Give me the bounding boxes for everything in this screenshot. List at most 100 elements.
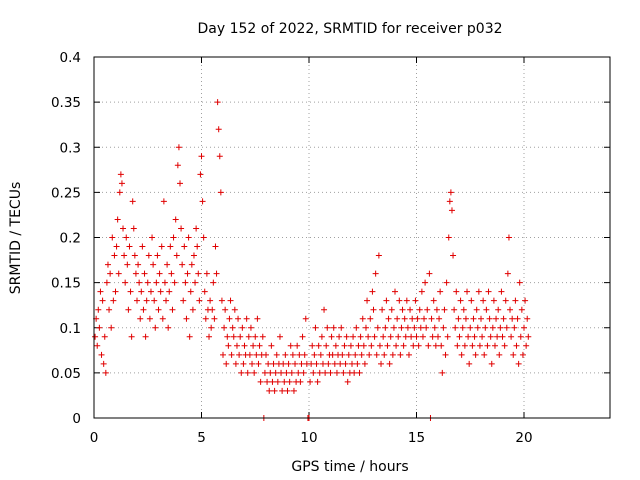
data-point — [140, 306, 147, 313]
data-point — [92, 333, 99, 340]
data-point — [164, 261, 171, 268]
data-point — [113, 243, 120, 250]
data-point — [489, 324, 496, 331]
data-point — [316, 369, 323, 376]
data-point — [399, 306, 406, 313]
data-point — [361, 360, 368, 367]
x-tick-label: 5 — [197, 430, 206, 446]
data-point — [448, 207, 455, 214]
data-point — [364, 297, 371, 304]
data-point — [132, 270, 139, 277]
data-point — [290, 387, 297, 394]
data-point — [500, 315, 507, 322]
data-point — [402, 333, 409, 340]
data-point — [297, 378, 304, 385]
data-point — [231, 306, 238, 313]
data-point — [476, 342, 483, 349]
data-point — [244, 369, 251, 376]
data-point — [280, 360, 287, 367]
data-point — [321, 306, 328, 313]
data-point — [450, 252, 457, 259]
data-point — [289, 351, 296, 358]
data-point — [223, 360, 230, 367]
data-point — [445, 234, 452, 241]
data-point — [395, 333, 402, 340]
data-point — [485, 288, 492, 295]
data-point — [512, 297, 519, 304]
data-point — [472, 351, 479, 358]
data-point — [274, 378, 281, 385]
data-point — [183, 315, 190, 322]
data-point — [503, 324, 510, 331]
data-point — [510, 351, 517, 358]
data-point — [457, 297, 464, 304]
data-point — [490, 297, 497, 304]
data-point — [268, 342, 275, 349]
data-point — [385, 315, 392, 322]
data-point — [230, 333, 237, 340]
data-point — [269, 378, 276, 385]
data-point — [328, 333, 335, 340]
data-point — [403, 297, 410, 304]
data-point — [433, 306, 440, 313]
data-point — [228, 351, 235, 358]
data-point — [251, 369, 258, 376]
data-point — [352, 351, 359, 358]
data-point — [184, 270, 191, 277]
data-point — [437, 288, 444, 295]
data-point — [224, 333, 231, 340]
data-point — [311, 351, 318, 358]
data-point — [188, 261, 195, 268]
data-point — [410, 342, 417, 349]
data-point — [264, 378, 271, 385]
data-point — [294, 342, 301, 349]
data-point — [233, 342, 240, 349]
data-point — [137, 315, 144, 322]
data-point — [215, 126, 222, 133]
data-point — [347, 342, 354, 349]
data-point — [209, 306, 216, 313]
data-point — [229, 324, 236, 331]
data-point — [157, 288, 164, 295]
data-point — [436, 315, 443, 322]
data-point — [495, 306, 502, 313]
data-point — [444, 333, 451, 340]
data-point — [331, 360, 338, 367]
data-point — [359, 315, 366, 322]
data-point — [115, 270, 122, 277]
y-tick-label: 0 — [72, 411, 81, 427]
data-point — [478, 315, 484, 322]
data-point — [106, 306, 113, 313]
data-point — [146, 315, 153, 322]
data-point — [210, 279, 217, 286]
data-point — [413, 333, 420, 340]
data-point — [299, 333, 306, 340]
data-point — [325, 360, 332, 367]
data-point — [426, 270, 433, 277]
data-point — [307, 378, 314, 385]
data-point — [288, 369, 295, 376]
data-point — [417, 324, 424, 331]
data-point — [298, 360, 305, 367]
data-point — [502, 297, 509, 304]
data-point — [386, 360, 393, 367]
data-point — [254, 315, 261, 322]
data-point — [165, 324, 172, 331]
data-point — [515, 360, 522, 367]
data-point — [481, 351, 488, 358]
data-point — [466, 360, 473, 367]
data-point — [186, 333, 193, 340]
data-point — [237, 333, 244, 340]
y-tick-label: 0.1 — [60, 321, 81, 337]
data-point — [310, 369, 317, 376]
data-point — [130, 225, 137, 232]
data-point — [332, 342, 339, 349]
data-point — [124, 261, 131, 268]
data-point — [458, 351, 465, 358]
data-point — [379, 306, 386, 313]
data-point — [196, 297, 203, 304]
data-point — [273, 351, 280, 358]
data-point — [125, 306, 132, 313]
data-point — [154, 252, 161, 259]
